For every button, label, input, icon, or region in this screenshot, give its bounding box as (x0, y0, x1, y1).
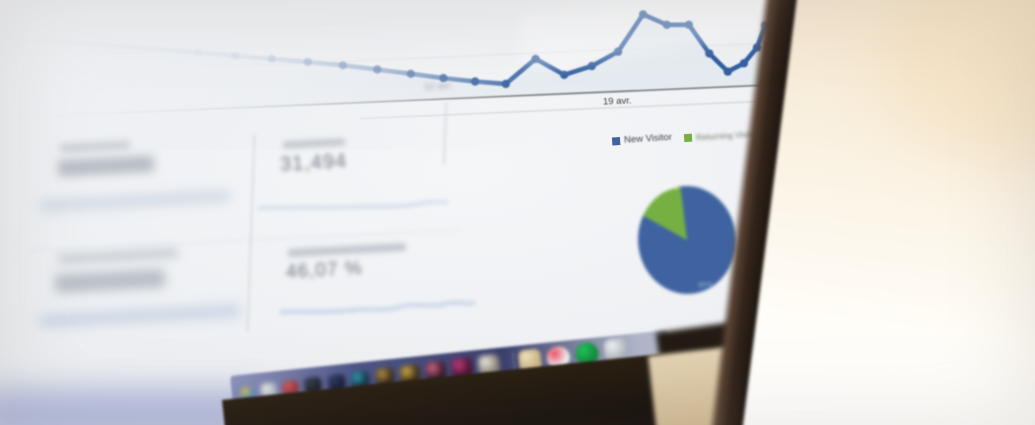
chart-data-point (739, 59, 749, 68)
dock-blur-glow (0, 388, 260, 425)
x-axis-tick-12avr: 12 avr. (423, 80, 453, 93)
metric-value-pageviews: 31,494 (279, 150, 348, 176)
metric-value-blurred (54, 269, 166, 293)
chart-data-point (662, 20, 671, 29)
x-axis-tick-19avr: 19 avr. (602, 95, 632, 108)
metric-value-bounce-rate: 46,07 % (285, 258, 364, 283)
pie-slice-label-returning: 15% (662, 182, 679, 193)
pie-slice-label-new: 85% (697, 279, 714, 290)
chart-data-point (587, 61, 596, 71)
metric-label-blurred (57, 248, 179, 264)
legend-swatch-returning-visitor-icon (683, 133, 693, 143)
legend-label: New Visitor (623, 131, 673, 146)
metric-sparkline-blurred (39, 304, 241, 328)
chart-data-point (638, 10, 648, 19)
metric-sparkline (258, 201, 448, 209)
visitor-type-pie-chart (635, 183, 739, 297)
legend-swatch-new-visitor-icon (611, 136, 621, 145)
chart-data-point (684, 20, 694, 29)
chart-data-point (613, 47, 623, 56)
chart-data-point (705, 49, 714, 58)
depth-of-field-wash (0, 0, 540, 150)
metric-label-blurred (287, 242, 407, 258)
chart-data-point (560, 70, 569, 80)
chart-data-point (723, 67, 732, 76)
metric-sparkline (280, 301, 475, 314)
